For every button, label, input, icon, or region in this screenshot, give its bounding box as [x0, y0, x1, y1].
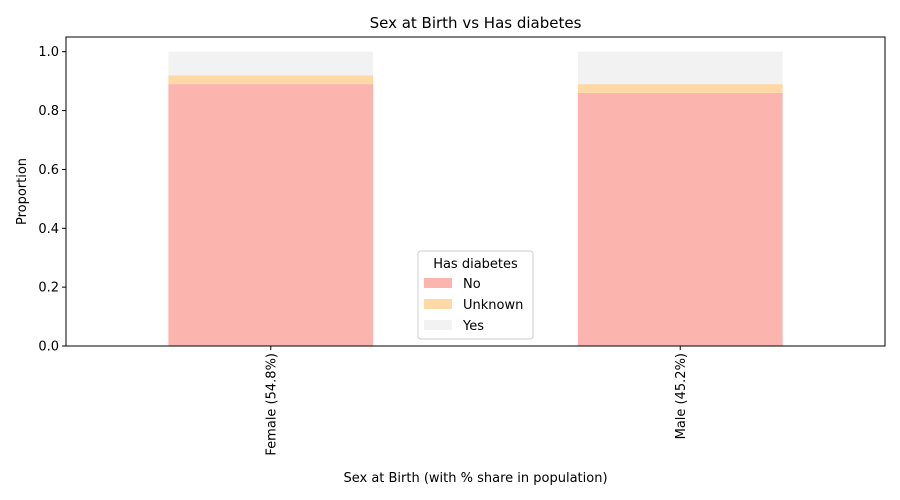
y-axis: 0.0 0.2 0.4 0.6 0.8 1.0 — [38, 45, 66, 355]
bars-group — [168, 51, 783, 347]
legend-swatch-no — [424, 278, 452, 288]
x-tick-label: Female (54.8%) — [264, 353, 279, 456]
bar-yes-0 — [168, 51, 374, 76]
y-tick-label: 0.0 — [38, 340, 59, 355]
bar-no-0 — [168, 84, 374, 346]
y-tick-label: 0.4 — [38, 222, 59, 237]
plot-area-frame — [65, 36, 886, 347]
legend-swatch-unknown — [424, 299, 452, 309]
bar-yes-1 — [577, 51, 783, 85]
chart-title: Sex at Birth vs Has diabetes — [370, 14, 582, 32]
legend-label-yes: Yes — [462, 319, 484, 334]
legend: Has diabetes No Unknown Yes — [417, 250, 534, 340]
legend-swatch-yes — [424, 320, 452, 330]
y-tick-label: 0.8 — [38, 104, 59, 119]
legend-label-no: No — [463, 277, 481, 292]
legend-box — [417, 250, 534, 340]
legend-label-unknown: Unknown — [463, 298, 523, 313]
bar-unknown-0 — [168, 75, 374, 85]
y-tick-label: 1.0 — [38, 45, 59, 60]
x-axis: Female (54.8%) Male (45.2%) — [264, 346, 689, 456]
x-tick-label: Male (45.2%) — [674, 353, 689, 439]
legend-title: Has diabetes — [433, 257, 518, 272]
bar-unknown-1 — [577, 84, 783, 93]
y-tick-label: 0.2 — [38, 281, 59, 296]
bar-no-1 — [577, 92, 783, 347]
y-tick-label: 0.6 — [38, 163, 59, 178]
y-axis-label: Proportion — [15, 158, 30, 225]
x-axis-label: Sex at Birth (with % share in population… — [343, 471, 607, 486]
legend-items: No Unknown Yes — [424, 277, 523, 334]
